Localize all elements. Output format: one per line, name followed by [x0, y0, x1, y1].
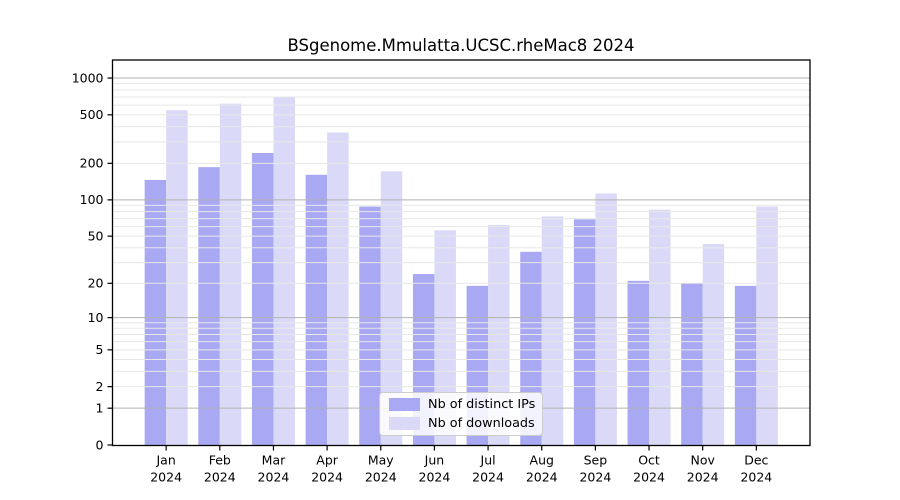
bar-distinct-ips: [198, 167, 220, 446]
bar-downloads: [434, 230, 456, 446]
bar-downloads: [166, 110, 188, 446]
x-tick-label-year: 2024: [472, 470, 504, 485]
legend-row-distinct-ips: Nb of distinct IPs: [389, 397, 536, 412]
y-tick-label: 5: [96, 342, 104, 357]
bar-distinct-ips: [573, 219, 596, 446]
x-tick-label-year: 2024: [365, 470, 397, 485]
plot-border: [111, 59, 811, 447]
x-tick-label-month: Aug: [530, 453, 554, 468]
bar-distinct-ips: [627, 280, 650, 446]
x-tick-label-month: Sep: [584, 453, 608, 468]
y-tick-label: 500: [80, 107, 104, 122]
x-tick-label-month: Mar: [262, 453, 286, 468]
x-tick-label-month: Jul: [480, 453, 496, 468]
x-tick-label-year: 2024: [258, 470, 290, 485]
legend-swatch: [389, 417, 420, 430]
x-tick-label-year: 2024: [740, 470, 772, 485]
bar-distinct-ips: [251, 153, 274, 446]
y-tick-label: 20: [88, 276, 104, 291]
bar-downloads: [702, 244, 725, 446]
bar-downloads: [595, 193, 617, 446]
bar-downloads: [380, 171, 403, 446]
bar-downloads: [756, 206, 778, 446]
bar-downloads: [488, 224, 510, 446]
bar-downloads: [273, 96, 295, 446]
x-tick-label-year: 2024: [204, 470, 236, 485]
y-tick-label: 10: [88, 310, 104, 325]
legend-swatch: [389, 398, 420, 411]
x-tick-label-year: 2024: [687, 470, 719, 485]
y-tick-label: 200: [80, 156, 104, 171]
bar-distinct-ips: [305, 174, 328, 446]
legend-label: Nb of downloads: [428, 416, 535, 431]
bar-downloads: [327, 132, 349, 446]
y-tick-label: 1000: [72, 70, 104, 85]
x-tick-label-year: 2024: [633, 470, 665, 485]
chart-title: BSgenome.Mmulatta.UCSC.rheMac8 2024: [287, 36, 635, 55]
y-tick-label: 2: [96, 379, 104, 394]
bar-distinct-ips: [681, 283, 703, 446]
bar-distinct-ips: [359, 206, 381, 446]
bar-distinct-ips: [734, 285, 757, 446]
x-tick-label-year: 2024: [311, 470, 343, 485]
x-tick-label-month: Jan: [156, 453, 176, 468]
legend-label: Nb of distinct IPs: [428, 397, 536, 412]
y-tick-label: 0: [96, 437, 104, 452]
x-tick-label-month: Nov: [690, 453, 715, 468]
x-tick-label-month: Oct: [638, 453, 660, 468]
bar-downloads: [541, 216, 564, 446]
bar-downloads: [649, 209, 671, 446]
x-tick-label-year: 2024: [419, 470, 451, 485]
y-tick-label: 1: [96, 400, 104, 415]
x-tick-label-month: May: [368, 453, 394, 468]
bar-distinct-ips: [144, 179, 167, 446]
x-tick-label-month: Feb: [209, 453, 231, 468]
bar-downloads: [219, 103, 242, 446]
legend: Nb of distinct IPs Nb of downloads: [379, 392, 543, 436]
x-tick-label-year: 2024: [150, 470, 182, 485]
x-tick-label-month: Jun: [424, 453, 445, 468]
x-tick-label-year: 2024: [526, 470, 558, 485]
x-tick-label-month: Apr: [316, 453, 338, 468]
x-tick-label-year: 2024: [579, 470, 611, 485]
legend-row-downloads: Nb of downloads: [389, 416, 535, 431]
y-tick-label: 100: [80, 192, 104, 207]
x-tick-label-month: Dec: [744, 453, 768, 468]
y-tick-label: 50: [88, 228, 104, 243]
